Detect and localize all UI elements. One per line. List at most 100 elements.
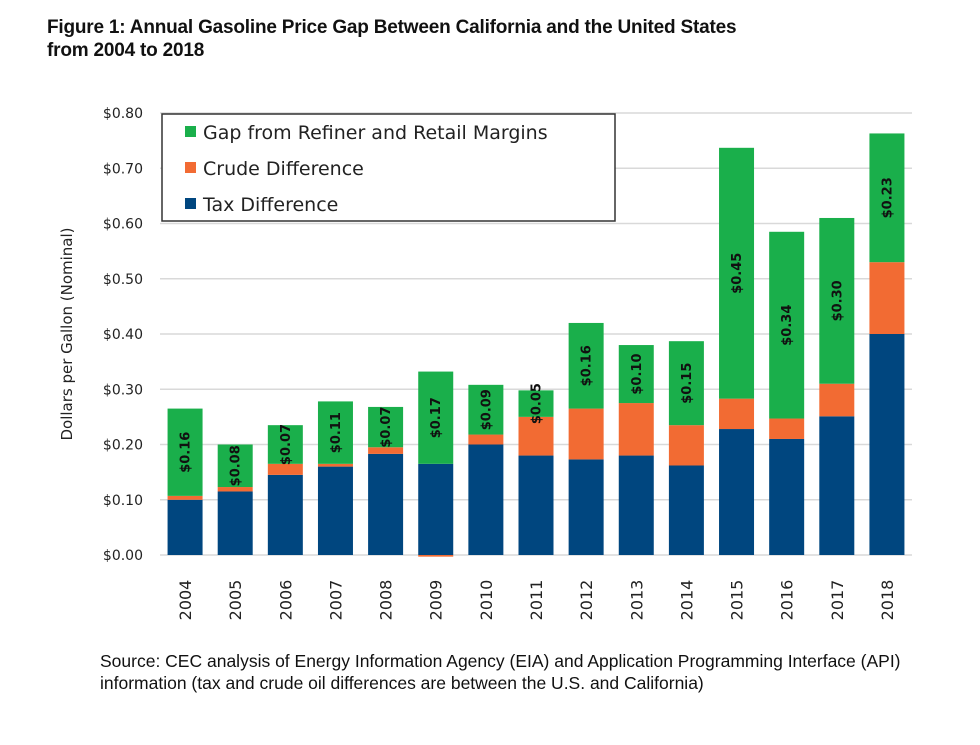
bar-gap-from-refiner-and-retail-margins-2007: [317, 401, 353, 464]
bar-gap-from-refiner-and-retail-margins-2005: [217, 444, 253, 488]
legend-box: [161, 113, 616, 222]
data-label: $0.15: [680, 363, 695, 404]
bar-tax-difference-2017: [819, 416, 855, 555]
x-tick-label: 2007: [326, 580, 345, 621]
bar-tax-difference-2010: [468, 444, 504, 555]
bar-crude-difference-2017: [819, 383, 855, 417]
x-tick-label: 2018: [878, 580, 897, 621]
x-tick-label: 2017: [828, 580, 847, 621]
x-tick-label: 2014: [677, 580, 696, 621]
bar-gap-from-refiner-and-retail-margins-2012: [568, 322, 604, 409]
x-tick-label: 2010: [477, 580, 496, 621]
bar-gap-from-refiner-and-retail-margins-2015: [719, 147, 755, 399]
bar-crude-difference-2004: [167, 495, 203, 500]
bar-gap-from-refiner-and-retail-margins-2006: [267, 425, 303, 464]
data-label: $0.09: [479, 389, 494, 430]
legend-item: Gap from Refiner and Retail Margins: [203, 122, 548, 144]
bar-tax-difference-2018: [869, 334, 905, 555]
legend-item: Tax Difference: [202, 194, 338, 216]
x-tick-label: 2005: [226, 580, 245, 621]
data-label: $0.45: [730, 253, 745, 294]
y-axis-label: Dollars per Gallon (Nominal): [58, 227, 76, 440]
bar-tax-difference-2004: [167, 499, 203, 555]
y-tick-label: $0.50: [103, 272, 143, 288]
bar-crude-difference-2018: [869, 262, 905, 334]
figure-title: Figure 1: Annual Gasoline Price Gap Betw…: [47, 16, 737, 62]
data-label: $0.16: [179, 432, 194, 473]
bar-gap-from-refiner-and-retail-margins-2014: [668, 341, 704, 426]
bar-tax-difference-2007: [317, 466, 353, 555]
bar-gap-from-refiner-and-retail-margins-2011: [518, 390, 554, 417]
bar-crude-difference-2011: [518, 416, 554, 456]
bar-tax-difference-2006: [267, 474, 303, 555]
y-tick-label: $0.80: [103, 106, 143, 122]
x-tick-label: 2006: [276, 580, 295, 621]
bar-crude-difference-2010: [468, 434, 504, 445]
bar-tax-difference-2012: [568, 459, 604, 555]
bar-tax-difference-2008: [368, 453, 404, 555]
bar-tax-difference-2005: [217, 491, 253, 555]
legend: Gap from Refiner and Retail Margins Crude…: [161, 113, 616, 222]
bar-gap-from-refiner-and-retail-margins-2009: [418, 371, 454, 464]
y-tick-label: $0.00: [103, 548, 143, 564]
x-tick-label: 2015: [728, 580, 747, 621]
y-tick-label: $0.70: [103, 161, 143, 177]
bar-tax-difference-2009: [418, 463, 454, 555]
y-tick-label: $0.40: [103, 327, 143, 343]
legend-swatch: [185, 162, 196, 173]
data-label: $0.08: [229, 445, 244, 486]
bar-crude-difference-2012: [568, 408, 604, 460]
x-tick-label: 2008: [377, 580, 396, 621]
source-note: Source: CEC analysis of Energy Informati…: [100, 651, 901, 693]
bar-tax-difference-2015: [719, 429, 755, 555]
bar-gap-from-refiner-and-retail-margins-2004: [167, 408, 203, 496]
x-tick-label: 2013: [627, 580, 646, 621]
bar-crude-difference-2005: [217, 487, 253, 492]
bar-tax-difference-2013: [618, 455, 654, 555]
bar-gap-from-refiner-and-retail-margins-2013: [618, 345, 654, 404]
data-label: $0.34: [780, 305, 795, 346]
x-axis-ticks: 2004 2005 2006 2007 2008 2009 2010 2011 2012 2013…: [176, 580, 897, 621]
x-tick-label: 2016: [778, 580, 797, 621]
y-axis-ticks: $0.00 $0.10 $0.20 $0.30 $0.40 $0.50 $0.60 $0.70…: [103, 106, 143, 564]
y-tick-label: $0.30: [103, 382, 143, 398]
bar-crude-difference-2008: [368, 447, 404, 454]
bar-crude-difference-2015: [719, 398, 755, 430]
data-label: $0.23: [880, 177, 895, 218]
y-tick-label: $0.20: [103, 438, 143, 454]
bar-gap-from-refiner-and-retail-margins-2018: [869, 133, 905, 263]
x-tick-label: 2012: [577, 580, 596, 621]
bar-gap-from-refiner-and-retail-margins-2016: [769, 231, 805, 419]
legend-swatch: [185, 126, 196, 137]
data-labels: $0.16 $0.08 $0.07 $0.11 $0.07 $0.17 $0.09 $0.05…: [179, 177, 896, 486]
x-tick-label: 2011: [527, 580, 546, 621]
data-label: $0.07: [279, 424, 294, 465]
bar-gap-from-refiner-and-retail-margins-2017: [819, 217, 855, 384]
data-label: $0.10: [630, 353, 645, 394]
y-tick-label: $0.10: [103, 493, 143, 509]
bar-crude-difference-2007: [317, 463, 353, 467]
figure-title-line2: from 2004 to 2018: [47, 40, 205, 61]
bar-crude-difference-2014: [668, 425, 704, 466]
bar-crude-difference-2013: [618, 403, 654, 456]
data-label: $0.30: [830, 280, 845, 321]
y-tick-label: $0.60: [103, 217, 143, 233]
figure-title-line1: Figure 1: Annual Gasoline Price Gap Betw…: [47, 17, 737, 38]
data-label: $0.07: [379, 407, 394, 448]
x-tick-label: 2009: [427, 580, 446, 621]
data-label: $0.16: [580, 345, 595, 386]
x-tick-label: 2004: [176, 580, 195, 621]
bar-gap-from-refiner-and-retail-margins-2008: [368, 406, 404, 448]
bar-crude-difference-2006: [267, 463, 303, 475]
bar-gap-from-refiner-and-retail-margins-2010: [468, 384, 504, 435]
data-label: $0.11: [329, 412, 344, 453]
data-label: $0.05: [530, 383, 545, 424]
bar-tax-difference-2011: [518, 455, 554, 555]
bar-tax-difference-2014: [668, 465, 704, 555]
bar-crude-difference-2009: [418, 555, 454, 557]
bars: [167, 133, 905, 557]
bar-tax-difference-2016: [769, 438, 805, 555]
data-label: $0.17: [429, 397, 444, 438]
legend-swatch: [185, 198, 196, 209]
